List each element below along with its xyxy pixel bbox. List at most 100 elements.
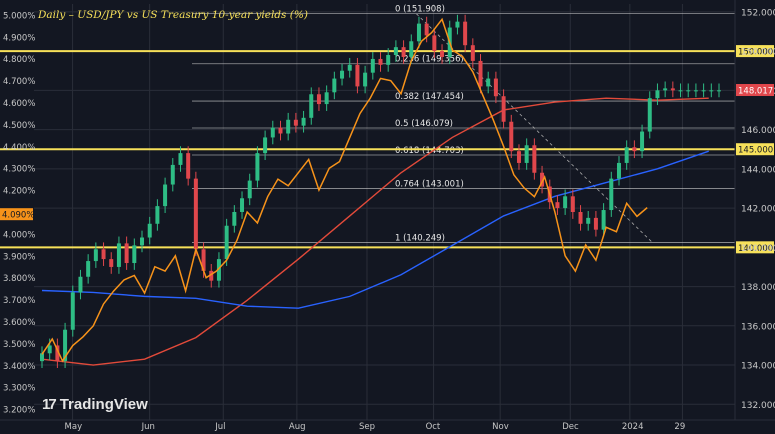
ma-line-long	[41, 150, 709, 309]
level-badge	[736, 241, 774, 254]
candle-body	[455, 21, 460, 28]
candle-body	[155, 206, 160, 224]
x-tick-label: Sep	[359, 422, 375, 432]
candle-body	[93, 249, 98, 262]
candle-body	[624, 147, 629, 163]
candle-body	[409, 41, 414, 57]
candle-body	[709, 90, 714, 92]
level-badge-label: 140.000	[738, 244, 773, 254]
candle-body	[163, 184, 168, 207]
candle-body	[301, 117, 306, 126]
left-tick-label: 3.900%	[3, 252, 35, 262]
yield-line	[41, 17, 648, 363]
candle-body	[424, 23, 429, 36]
candle-body	[440, 51, 445, 57]
x-tick-label: Jul	[214, 422, 225, 432]
fib-label: 0.764 (143.001)	[395, 179, 464, 189]
left-tick-label: 5.000%	[3, 11, 35, 21]
candle-body	[63, 329, 68, 362]
left-tick-label: 4.500%	[3, 121, 35, 131]
left-tick-label: 3.600%	[3, 318, 35, 328]
candle-body	[386, 55, 391, 65]
candle-body	[278, 127, 283, 134]
price-badge-label: 148.017	[738, 87, 773, 97]
candle-body	[232, 212, 237, 226]
fib-label: 1 (140.249)	[395, 233, 445, 243]
candle-body	[186, 153, 191, 179]
candle-body	[286, 119, 291, 134]
left-tick-label: 4.400%	[3, 143, 35, 153]
left-tick-label: 3.500%	[3, 340, 35, 350]
left-tick-label: 4.300%	[3, 165, 35, 175]
candle-body	[470, 45, 475, 61]
candle-body	[309, 94, 314, 118]
candle-body	[116, 243, 121, 267]
candle-body	[647, 98, 652, 132]
candle-body	[378, 58, 383, 65]
candle-body	[209, 270, 214, 281]
candle-body	[86, 261, 91, 277]
x-tick-label: Aug	[289, 422, 306, 432]
left-tick-label: 3.300%	[3, 384, 35, 394]
x-tick-label: 2024	[622, 422, 644, 432]
moving-averages	[41, 97, 709, 366]
candle-body	[247, 180, 252, 199]
candle-body	[570, 196, 575, 212]
candle-body	[109, 259, 114, 267]
candle-body	[40, 353, 44, 362]
chart-title: Daily – USD/JPY vs US Treasury 10-year y…	[38, 9, 308, 21]
candle-body	[616, 162, 621, 179]
candlestick-series	[40, 14, 721, 368]
x-tick-label: Jun	[141, 422, 155, 432]
candle-body	[717, 90, 721, 92]
candle-body	[78, 276, 83, 293]
candle-body	[324, 92, 329, 105]
candle-body	[393, 47, 398, 56]
yield-series	[41, 17, 648, 363]
candle-body	[632, 147, 637, 152]
candle-body	[270, 127, 275, 138]
candle-body	[432, 35, 437, 52]
candle-body	[193, 178, 198, 250]
yield-badge	[0, 208, 33, 221]
level-badge	[736, 45, 774, 58]
right-tick-label: 134.000	[741, 362, 775, 372]
candle-body	[47, 345, 52, 354]
right-tick-label: 142.000	[741, 205, 775, 215]
right-tick-label: 132.000	[741, 401, 775, 411]
candle-body	[555, 202, 560, 209]
fib-label: 0.5 (146.079)	[395, 119, 453, 129]
level-badge-label: 145.000	[738, 146, 773, 156]
price-badge	[736, 84, 774, 97]
left-tick-label: 4.700%	[3, 77, 35, 87]
candle-body	[486, 78, 491, 87]
candle-body	[640, 131, 645, 152]
candle-body	[370, 58, 375, 73]
candle-body	[332, 78, 337, 93]
candle-body	[586, 217, 591, 224]
candle-body	[347, 64, 352, 71]
candle-body	[216, 259, 221, 281]
tradingview-logo-text: TradingView	[59, 396, 148, 413]
candle-body	[501, 96, 506, 122]
candle-body	[170, 164, 175, 185]
candle-body	[240, 198, 245, 212]
fib-label: 0 (151.908)	[395, 5, 445, 15]
candle-body	[263, 137, 268, 154]
candle-body	[693, 90, 698, 92]
right-tick-label: 152.000	[741, 8, 775, 18]
left-tick-label: 3.800%	[3, 274, 35, 284]
candle-body	[655, 90, 660, 99]
candle-body	[686, 90, 691, 92]
candle-body	[401, 47, 406, 57]
level-badge-label: 150.000	[738, 48, 773, 58]
candle-body	[101, 249, 106, 260]
candle-body	[540, 172, 545, 187]
x-tick-label: 29	[674, 422, 685, 432]
left-tick-label: 3.200%	[3, 406, 35, 416]
horizontal-levels: 150.000 145.000 140.000	[0, 45, 774, 254]
candle-body	[609, 178, 614, 211]
left-tick-label: 4.200%	[3, 187, 35, 197]
candle-body	[140, 237, 145, 246]
